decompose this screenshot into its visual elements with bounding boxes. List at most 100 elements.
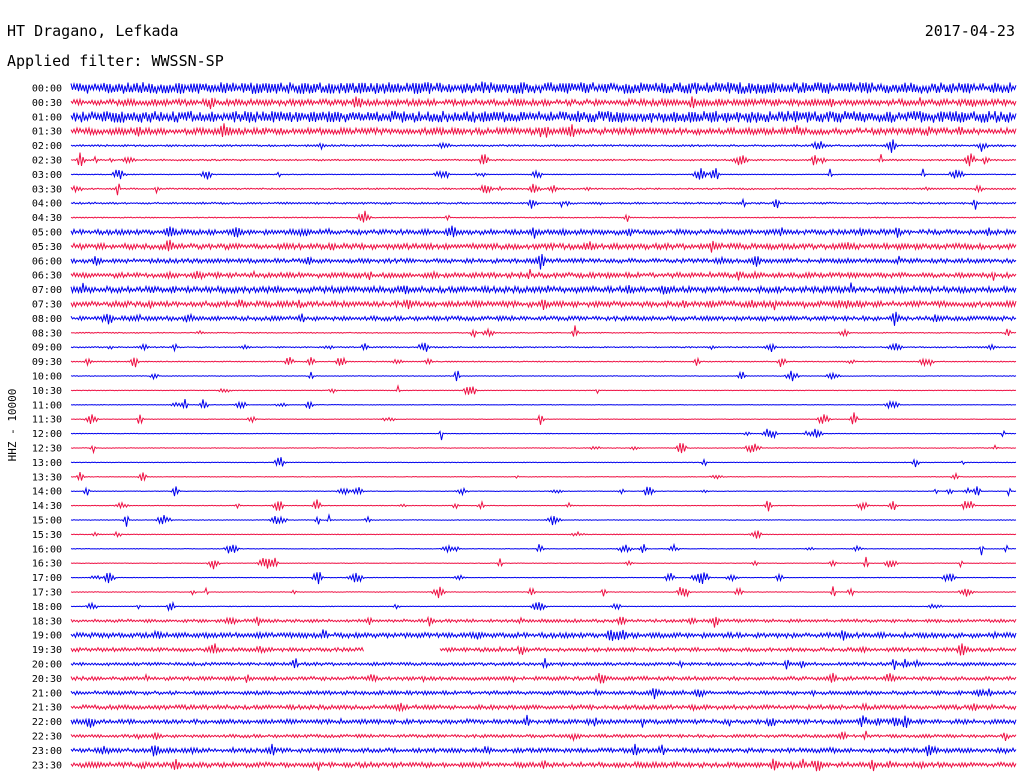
trace-0000 [70,81,1017,94]
trace-1900 [70,629,1017,641]
row-label-0130: 01:30 [32,127,62,138]
trace-0930 [70,356,1017,368]
trace-1330 [70,471,1017,482]
row-label-1630: 16:30 [32,559,62,570]
row-label-0000: 00:00 [32,84,62,95]
row-label-0800: 08:00 [32,314,62,325]
row-label-0200: 02:00 [32,141,62,152]
row-label-1030: 10:30 [32,386,62,397]
trace-0600 [70,254,1017,270]
row-label-1000: 10:00 [32,372,62,383]
row-label-0300: 03:00 [32,170,62,181]
row-label-2230: 22:30 [32,732,62,743]
trace-0700 [70,282,1017,295]
row-label-0430: 04:30 [32,213,62,224]
trace-1600 [70,542,1017,556]
trace-0200 [70,139,1017,153]
row-label-1930: 19:30 [32,645,62,656]
trace-2230 [70,730,1017,743]
trace-1500 [70,513,1017,527]
trace-1030 [70,384,1017,396]
trace-0330 [70,183,1017,196]
trace-0100 [70,110,1017,123]
row-label-1200: 12:00 [32,429,62,440]
row-label-1830: 18:30 [32,616,62,627]
station-title: HT Dragano, Lefkada [7,22,179,40]
row-label-0900: 09:00 [32,343,62,354]
row-label-0830: 08:30 [32,328,62,339]
trace-0400 [70,197,1017,210]
trace-0230 [70,152,1017,167]
row-label-1600: 16:00 [32,544,62,555]
trace-1730 [70,586,1017,599]
row-label-0730: 07:30 [32,300,62,311]
row-label-2200: 22:00 [32,717,62,728]
trace-2300 [70,743,1017,757]
trace-0530 [70,239,1017,253]
row-label-2100: 21:00 [32,688,62,699]
trace-0630 [70,268,1017,281]
row-label-0330: 03:30 [32,184,62,195]
row-label-0930: 09:30 [32,357,62,368]
row-label-1700: 17:00 [32,573,62,584]
row-label-1530: 15:30 [32,530,62,541]
row-label-0500: 05:00 [32,228,62,239]
row-label-1230: 12:30 [32,444,62,455]
trace-1230 [70,443,1017,455]
trace-1000 [70,370,1017,382]
trace-0300 [70,168,1017,180]
seismic-traces [70,81,1017,772]
row-label-2330: 23:30 [32,760,62,771]
trace-2330 [70,758,1017,772]
trace-1630 [70,556,1017,570]
filter-label: Applied filter: WWSSN-SP [7,52,224,70]
trace-1200 [70,428,1017,441]
trace-1300 [70,457,1017,468]
trace-1930 [70,643,1017,656]
row-label-1430: 14:30 [32,501,62,512]
row-label-0600: 06:00 [32,256,62,267]
row-label-0700: 07:00 [32,285,62,296]
trace-2100 [70,688,1017,700]
trace-1830 [70,615,1017,628]
trace-2030 [70,672,1017,684]
trace-1700 [70,572,1017,585]
trace-0730 [70,298,1017,311]
trace-1530 [70,529,1017,539]
trace-2000 [70,658,1017,670]
trace-0830 [70,325,1017,338]
filter-prefix: Applied filter: [7,52,143,70]
row-label-1130: 11:30 [32,415,62,426]
row-label-1900: 19:00 [32,631,62,642]
trace-2200 [70,714,1017,728]
trace-1430 [70,499,1017,512]
trace-2130 [70,702,1017,713]
row-label-2000: 20:00 [32,660,62,671]
row-label-1730: 17:30 [32,588,62,599]
trace-1100 [70,399,1017,410]
row-label-0530: 05:30 [32,242,62,253]
row-label-1500: 15:00 [32,516,62,527]
trace-0430 [70,210,1017,223]
row-label-1300: 13:00 [32,458,62,469]
row-label-0030: 00:30 [32,98,62,109]
row-label-0400: 04:00 [32,199,62,210]
row-label-0630: 06:30 [32,271,62,282]
y-axis-label: HHZ - 10000 [6,389,19,462]
trace-1800 [70,600,1017,612]
row-label-2130: 21:30 [32,703,62,714]
trace-0500 [70,225,1017,239]
trace-0900 [70,342,1017,353]
trace-0030 [70,96,1017,110]
row-label-2300: 23:00 [32,746,62,757]
row-label-1800: 18:00 [32,602,62,613]
trace-1400 [70,486,1017,497]
row-label-0230: 02:30 [32,156,62,167]
date-label: 2017-04-23 [924,22,1015,40]
row-tick-labels: 00:00 00:30 01:00 01:30 02:00 02:30 03:00 03:30… [32,84,62,772]
filter-value: WWSSN-SP [151,52,224,70]
row-label-1100: 11:00 [32,400,62,411]
row-label-0100: 01:00 [32,112,62,123]
row-label-1400: 14:00 [32,487,62,498]
